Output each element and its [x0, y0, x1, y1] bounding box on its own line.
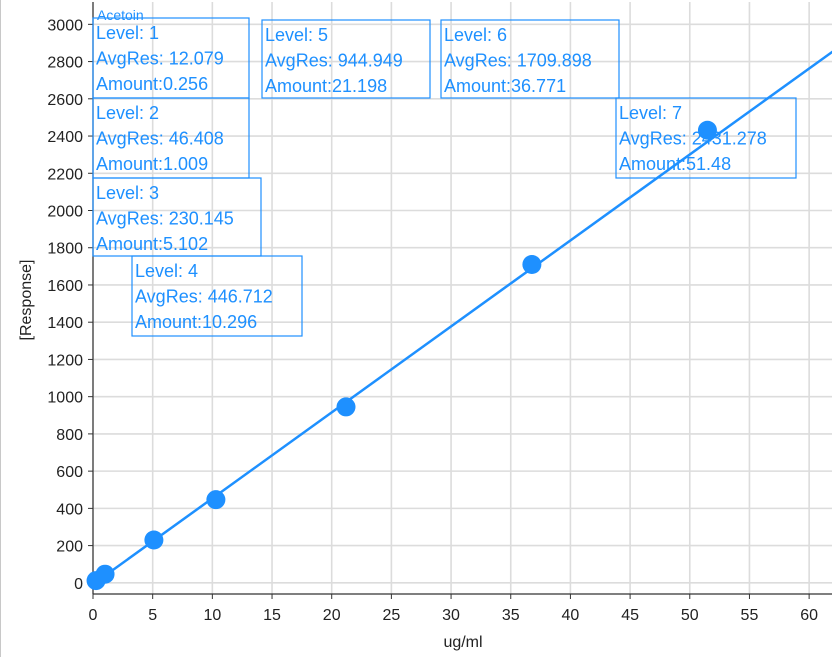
x-tick-label: 15 [263, 607, 281, 624]
x-tick-label: 25 [382, 607, 400, 624]
x-tick-label: 45 [621, 607, 639, 624]
annotation-line: Level: 3 [96, 183, 159, 203]
annotation-line: Level: 4 [135, 261, 198, 281]
annotation-box [131, 255, 303, 337]
annotation-line: AvgRes: 230.145 [96, 209, 234, 229]
annotation-level-1: Level: 1 AvgRes: 12.079 Amount:0.256 [92, 17, 250, 99]
y-axis-title: [Response] [18, 260, 35, 341]
annotation-line: AvgRes: 446.712 [135, 287, 273, 307]
data-point [522, 255, 542, 275]
y-tick-label: 200 [56, 539, 83, 556]
annotation-line: AvgRes: 2431.278 [619, 129, 767, 149]
data-point [336, 397, 356, 417]
compound-label: Acetoin [97, 7, 144, 23]
annotation-level-6: Level: 6 AvgRes: 1709.898 Amount:36.771 [440, 19, 620, 99]
y-tick-label: 2600 [47, 92, 83, 109]
annotation-line: Amount:36.771 [444, 76, 566, 96]
y-tick-label: 1200 [47, 352, 83, 369]
y-tick-label: 0 [74, 576, 83, 593]
annotation-line: AvgRes: 12.079 [96, 49, 224, 69]
y-tick-label: 3000 [47, 17, 83, 34]
annotation-line: AvgRes: 944.949 [265, 51, 403, 71]
x-tick-label: 5 [148, 607, 157, 624]
x-tick-label: 35 [502, 607, 520, 624]
y-tick-label: 1400 [47, 315, 83, 332]
annotation-box [440, 19, 620, 99]
annotation-line: Amount:5.102 [96, 234, 208, 254]
annotation-box [261, 19, 431, 99]
y-tick-label: 800 [56, 427, 83, 444]
y-tick-label: 600 [56, 464, 83, 481]
axes: 0 5 10 15 20 25 30 35 40 45 50 55 600200400600800100… [47, 2, 832, 624]
y-tick-label: 2400 [47, 129, 83, 146]
y-tick-label: 1800 [47, 241, 83, 258]
annotation-line: Amount:51.48 [619, 154, 731, 174]
x-tick-label: 0 [89, 607, 98, 624]
x-tick-label: 60 [800, 607, 818, 624]
x-tick-label: 40 [562, 607, 580, 624]
grid [92, 2, 832, 594]
y-tick-label: 1000 [47, 390, 83, 407]
annotation-line: Amount:0.256 [96, 74, 208, 94]
annotation-box [615, 97, 797, 179]
annotation-level-3: Level: 3 AvgRes: 230.145 Amount:5.102 [92, 177, 262, 257]
y-tick-label: 400 [56, 501, 83, 518]
data-points [86, 120, 717, 591]
annotation-line: Level: 6 [444, 25, 507, 45]
annotation-level-4: Level: 4 AvgRes: 446.712 Amount:10.296 [131, 255, 303, 337]
annotation-line: Level: 2 [96, 103, 159, 123]
y-tick-label: 1600 [47, 278, 83, 295]
data-point [95, 564, 115, 584]
x-tick-label: 10 [203, 607, 221, 624]
annotation-line: AvgRes: 1709.898 [444, 51, 592, 71]
x-tick-label: 30 [442, 607, 460, 624]
y-tick-label: 2000 [47, 204, 83, 221]
annotation-level-2: Level: 2 AvgRes: 46.408 Amount:1.009 [92, 97, 250, 179]
annotation-line: AvgRes: 46.408 [96, 129, 224, 149]
data-point [206, 490, 226, 510]
annotation-line: Amount:10.296 [135, 312, 257, 332]
annotation-line: Level: 1 [96, 23, 159, 43]
data-point [144, 530, 164, 550]
x-tick-label: 55 [741, 607, 759, 624]
x-tick-label: 50 [681, 607, 699, 624]
annotation-level-7: Level: 7 AvgRes: 2431.278 Amount:51.48 [615, 97, 797, 179]
annotation-level-5: Level: 5 AvgRes: 944.949 Amount:21.198 [261, 19, 431, 99]
annotation-line: Level: 7 [619, 103, 682, 123]
y-tick-label: 2800 [47, 55, 83, 72]
data-point [697, 120, 717, 140]
annotation-line: Amount:1.009 [96, 154, 208, 174]
x-tick-label: 20 [323, 607, 341, 624]
annotation-line: Amount:21.198 [265, 76, 387, 96]
x-axis-title: ug/ml [443, 634, 482, 651]
y-tick-label: 2200 [47, 166, 83, 183]
annotation-line: Level: 5 [265, 25, 328, 45]
